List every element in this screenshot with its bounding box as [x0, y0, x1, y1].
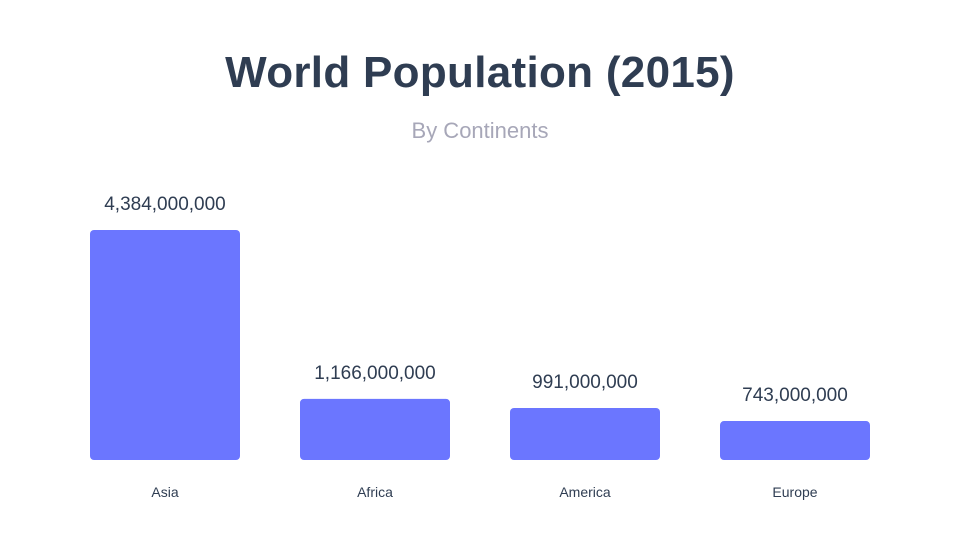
- category-label-europe: Europe: [772, 484, 817, 500]
- bar-europe: [720, 421, 870, 460]
- value-label-america: 991,000,000: [532, 372, 638, 393]
- chart-subtitle: By Continents: [411, 118, 549, 143]
- category-label-asia: Asia: [151, 484, 178, 500]
- chart-title: World Population (2015): [225, 48, 735, 97]
- bar-asia: [90, 230, 240, 460]
- value-label-europe: 743,000,000: [742, 385, 848, 406]
- category-label-america: America: [559, 484, 611, 500]
- bar-america: [510, 408, 660, 460]
- bar-africa: [300, 398, 450, 460]
- value-label-asia: 4,384,000,000: [104, 194, 226, 215]
- value-label-africa: 1,166,000,000: [314, 363, 436, 384]
- category-label-africa: Africa: [357, 484, 393, 500]
